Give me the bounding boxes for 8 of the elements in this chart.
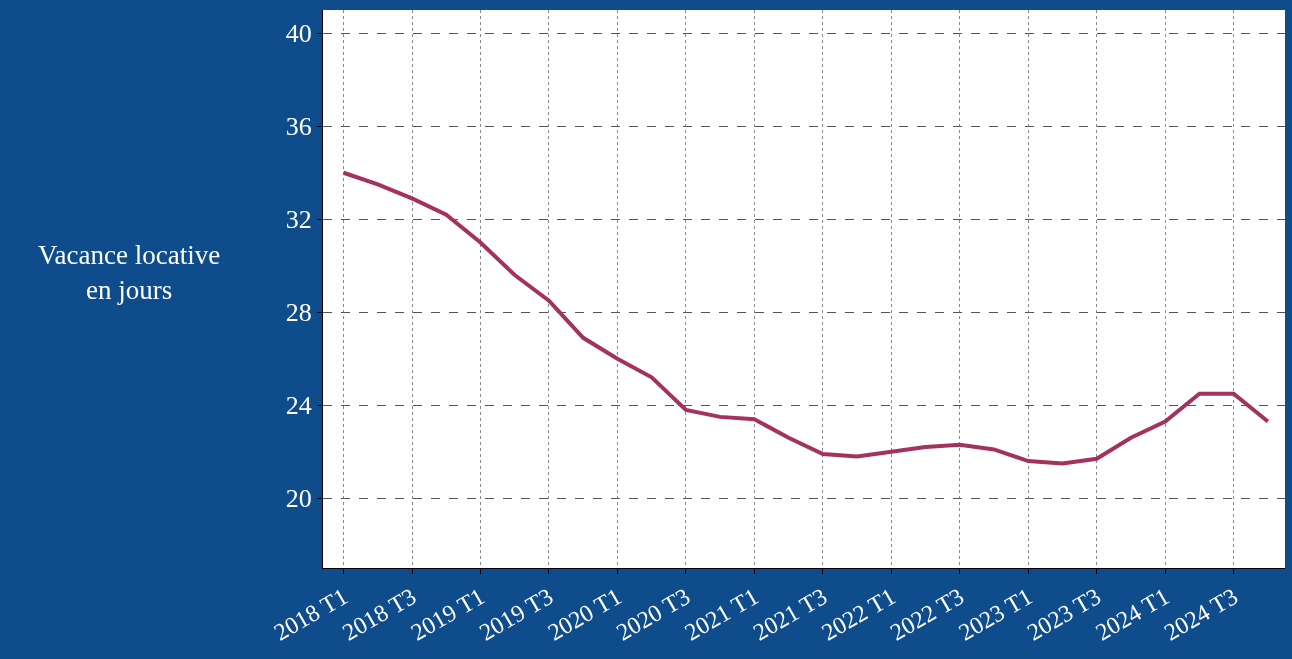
y-axis-title: Vacance locative en jours [38, 240, 221, 306]
y-tick-label: 24 [285, 391, 312, 421]
y-tick-label: 32 [285, 205, 312, 235]
line-series [341, 170, 1270, 466]
y-tick-label: 36 [285, 112, 312, 142]
y-tick-label: 28 [285, 298, 312, 328]
y-tick-label: 40 [285, 19, 312, 49]
y-tick-label: 20 [285, 484, 312, 514]
